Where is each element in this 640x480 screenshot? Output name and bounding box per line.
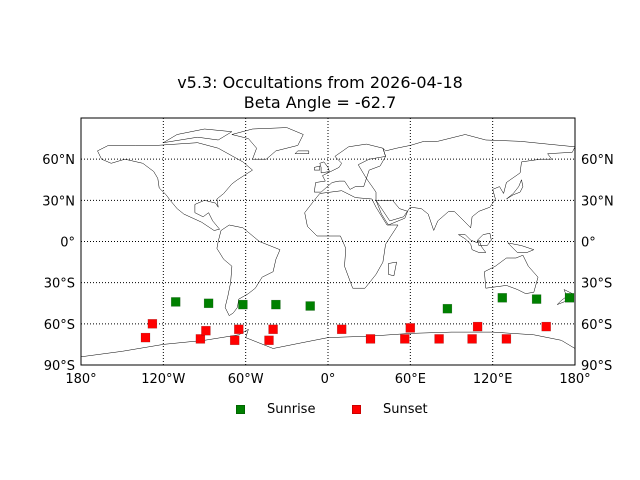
y-tick-label-left: 60°N xyxy=(42,153,75,168)
coastline-shape xyxy=(319,161,330,174)
graticule xyxy=(81,118,575,365)
x-tick-label: 120°W xyxy=(141,372,185,387)
coastline-shape xyxy=(304,190,399,289)
sunrise-marker xyxy=(531,294,542,304)
sunset-marker xyxy=(195,334,206,344)
y-tick-label-left: 30°S xyxy=(44,277,75,292)
sunset-marker xyxy=(229,335,240,346)
y-tick-label-left: 30°N xyxy=(42,194,75,209)
y-tick-label-right: 60°S xyxy=(581,318,612,333)
coastline-shape xyxy=(97,142,253,231)
y-tick-label-right: 30°S xyxy=(581,277,612,292)
x-tick-label: 60°W xyxy=(228,372,264,387)
axis-tick-labels: 180° 120°W 60°W 0° 60°E 120°E 180° 60°N 60°N 30°N… xyxy=(42,153,614,387)
legend-item-sunrise: Sunrise xyxy=(236,398,315,420)
sunset-marker xyxy=(140,332,151,343)
sunset-marker xyxy=(264,335,274,346)
sunset-marker-icon xyxy=(352,404,361,414)
x-tick-label: 120°E xyxy=(473,372,513,387)
x-tick-label: 0° xyxy=(321,372,336,387)
sunrise-marker xyxy=(203,298,214,309)
sunset-marker xyxy=(472,321,483,332)
y-tick-label-left: 90°S xyxy=(44,359,75,374)
sunrise-marker xyxy=(170,297,181,307)
legend-label-sunset: Sunset xyxy=(383,401,428,417)
x-tick-label: 180° xyxy=(559,372,590,387)
sunrise-marker-icon xyxy=(236,404,245,414)
sunset-marker xyxy=(365,334,376,344)
coastline-shape xyxy=(484,254,539,294)
sunrise-marker xyxy=(564,293,575,303)
coastline-shape xyxy=(366,134,576,232)
y-tick-label-left: 60°S xyxy=(44,318,75,333)
sunset-marker xyxy=(400,334,410,344)
sunset-marker xyxy=(501,334,512,344)
x-tick-label: 60°E xyxy=(395,372,426,387)
sunset-marker xyxy=(405,323,416,333)
sunset-marker xyxy=(234,324,244,335)
sunrise-marker xyxy=(497,293,508,303)
coastline-shape xyxy=(80,328,576,358)
y-tick-label-left: 0° xyxy=(60,236,75,251)
sunset-marker xyxy=(147,319,158,329)
y-tick-label-right: 60°N xyxy=(581,153,614,168)
coastline-shape xyxy=(477,233,492,246)
legend-label-sunrise: Sunrise xyxy=(267,401,316,417)
coastline-shape xyxy=(294,150,310,154)
chart-subtitle: Beta Angle = -62.7 xyxy=(243,93,397,112)
coastline-shape xyxy=(507,242,535,253)
legend-item-sunset: Sunset xyxy=(352,398,428,420)
chart-title: v5.3: Occultations from 2026-04-18 xyxy=(177,73,463,92)
coastline-shape xyxy=(314,165,321,171)
occultation-markers xyxy=(140,293,575,346)
x-tick-label: 180° xyxy=(65,372,96,387)
sunset-marker xyxy=(541,321,551,332)
sunrise-marker xyxy=(238,299,248,310)
sunrise-marker xyxy=(305,301,315,311)
coastlines xyxy=(80,127,576,358)
coastline-shape xyxy=(375,200,408,226)
coastline-shape xyxy=(506,178,524,200)
y-tick-label-right: 0° xyxy=(581,236,596,251)
map-frame xyxy=(80,117,576,366)
y-tick-label-right: 90°S xyxy=(581,359,612,374)
sunset-marker xyxy=(467,334,477,344)
sunset-marker xyxy=(268,324,278,335)
sunset-marker xyxy=(201,325,211,336)
coastline-shape xyxy=(231,127,304,160)
sunset-marker xyxy=(336,324,347,335)
coastline-shape xyxy=(216,224,281,316)
sunrise-marker xyxy=(442,303,453,314)
coastline-shape xyxy=(457,234,487,253)
sunset-marker xyxy=(434,334,444,344)
coastline-shape xyxy=(163,128,233,143)
y-tick-label-right: 30°N xyxy=(581,194,614,209)
legend: Sunrise Sunset xyxy=(0,398,640,420)
coastline-shape xyxy=(388,261,397,277)
sunrise-marker xyxy=(271,299,281,310)
map-border xyxy=(80,117,576,366)
